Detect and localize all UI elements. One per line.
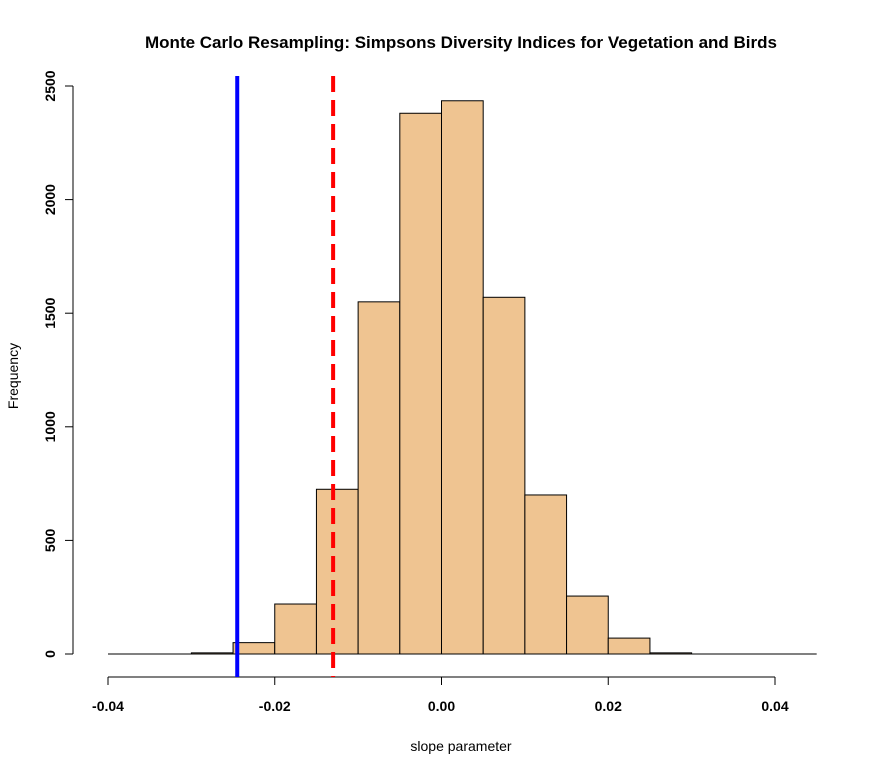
histogram-bar (607, 637, 651, 655)
histogram-bar (399, 112, 442, 655)
histogram-bar (315, 488, 359, 655)
chart-title: Monte Carlo Resampling: Simpsons Diversi… (145, 33, 777, 52)
histogram-bar (524, 494, 568, 655)
histogram-bar (232, 642, 276, 655)
histogram-bar (482, 296, 526, 655)
histogram-bar (274, 603, 317, 655)
x-tick-label: -0.02 (259, 698, 291, 714)
histogram-bar (357, 301, 401, 655)
y-tick-label: 1000 (42, 411, 58, 442)
x-tick-label: 0.00 (428, 698, 455, 714)
histogram-bars (190, 100, 693, 655)
y-tick-label: 1500 (42, 297, 58, 328)
y-axis-title: Frequency (5, 343, 21, 409)
x-tick-label: 0.04 (761, 698, 788, 714)
y-tick-label: 500 (42, 529, 58, 553)
y-tick-label: 0 (42, 650, 58, 658)
histogram-bar (441, 100, 484, 655)
x-axis-title: slope parameter (410, 738, 512, 754)
histogram-bar (566, 595, 609, 655)
y-tick-label: 2000 (42, 184, 58, 215)
y-axis: 0 500 1000 1500 2000 2500 (42, 70, 74, 658)
reference-lines (235, 76, 336, 677)
x-tick-label: 0.02 (595, 698, 622, 714)
x-tick-label: -0.04 (92, 698, 124, 714)
y-tick-label: 2500 (42, 70, 58, 101)
x-axis: -0.04 -0.02 0.00 0.02 0.04 (92, 676, 789, 714)
